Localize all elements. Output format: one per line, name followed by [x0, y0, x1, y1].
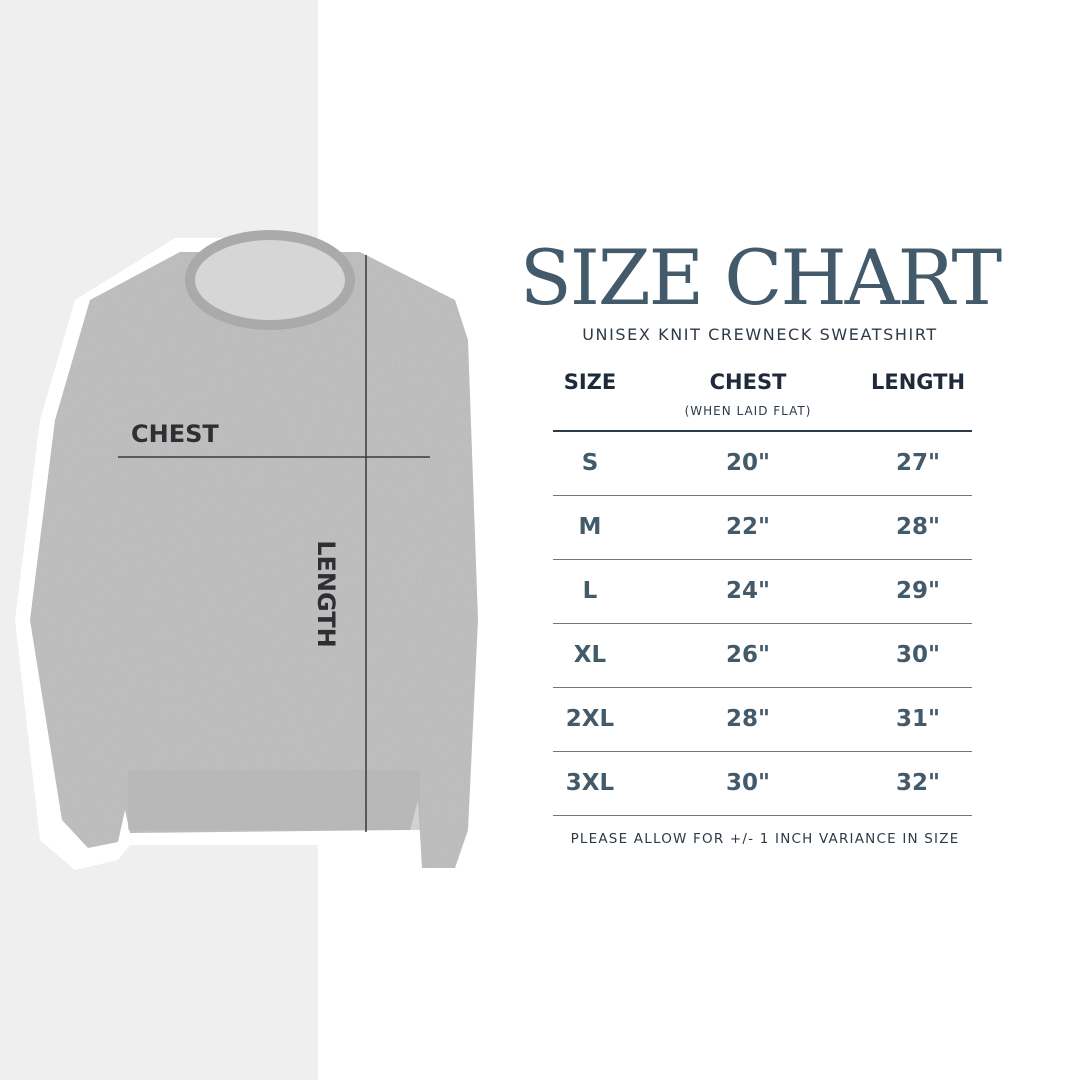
table-header: SIZE CHEST (WHEN LAID FLAT) LENGTH [553, 370, 972, 432]
collar [185, 230, 355, 330]
header-chest-note: (WHEN LAID FLAT) [684, 404, 812, 418]
table-row: XL 26" 30" [553, 624, 972, 688]
cell-chest: 26" [726, 642, 770, 668]
chest-label: CHEST [131, 420, 219, 448]
cell-chest: 22" [726, 514, 770, 540]
header-size: SIZE [563, 370, 617, 394]
cell-chest: 30" [726, 770, 770, 796]
cell-size: S [581, 450, 599, 476]
cell-size: M [578, 514, 602, 540]
table-row: 2XL 28" 31" [553, 688, 972, 752]
cell-length: 28" [896, 514, 940, 540]
cell-length: 31" [896, 706, 940, 732]
waistband [128, 770, 420, 830]
variance-note: PLEASE ALLOW FOR +/- 1 INCH VARIANCE IN … [570, 831, 960, 847]
table-row: 3XL 30" 32" [553, 752, 972, 816]
cell-chest: 28" [726, 706, 770, 732]
cell-chest: 24" [726, 578, 770, 604]
length-label: LENGTH [311, 540, 340, 648]
cell-size: L [582, 578, 598, 604]
table-row: S 20" 27" [553, 432, 972, 496]
product-subtitle: UNISEX KNIT CREWNECK SWEATSHIRT [582, 325, 938, 344]
cell-length: 32" [896, 770, 940, 796]
cell-length: 27" [896, 450, 940, 476]
table-row: M 22" 28" [553, 496, 972, 560]
cell-length: 30" [896, 642, 940, 668]
page-title: SIZE CHART [519, 233, 1002, 322]
header-length: LENGTH [870, 370, 966, 394]
table-row: L 24" 29" [553, 560, 972, 624]
cell-chest: 20" [726, 450, 770, 476]
cell-length: 29" [896, 578, 940, 604]
sweatshirt-image [15, 230, 500, 885]
size-table: SIZE CHEST (WHEN LAID FLAT) LENGTH S 20" 2… [553, 370, 972, 816]
cell-size: XL [573, 642, 607, 668]
header-chest: CHEST [709, 370, 787, 394]
cell-size: 3XL [565, 770, 615, 796]
cell-size: 2XL [565, 706, 615, 732]
